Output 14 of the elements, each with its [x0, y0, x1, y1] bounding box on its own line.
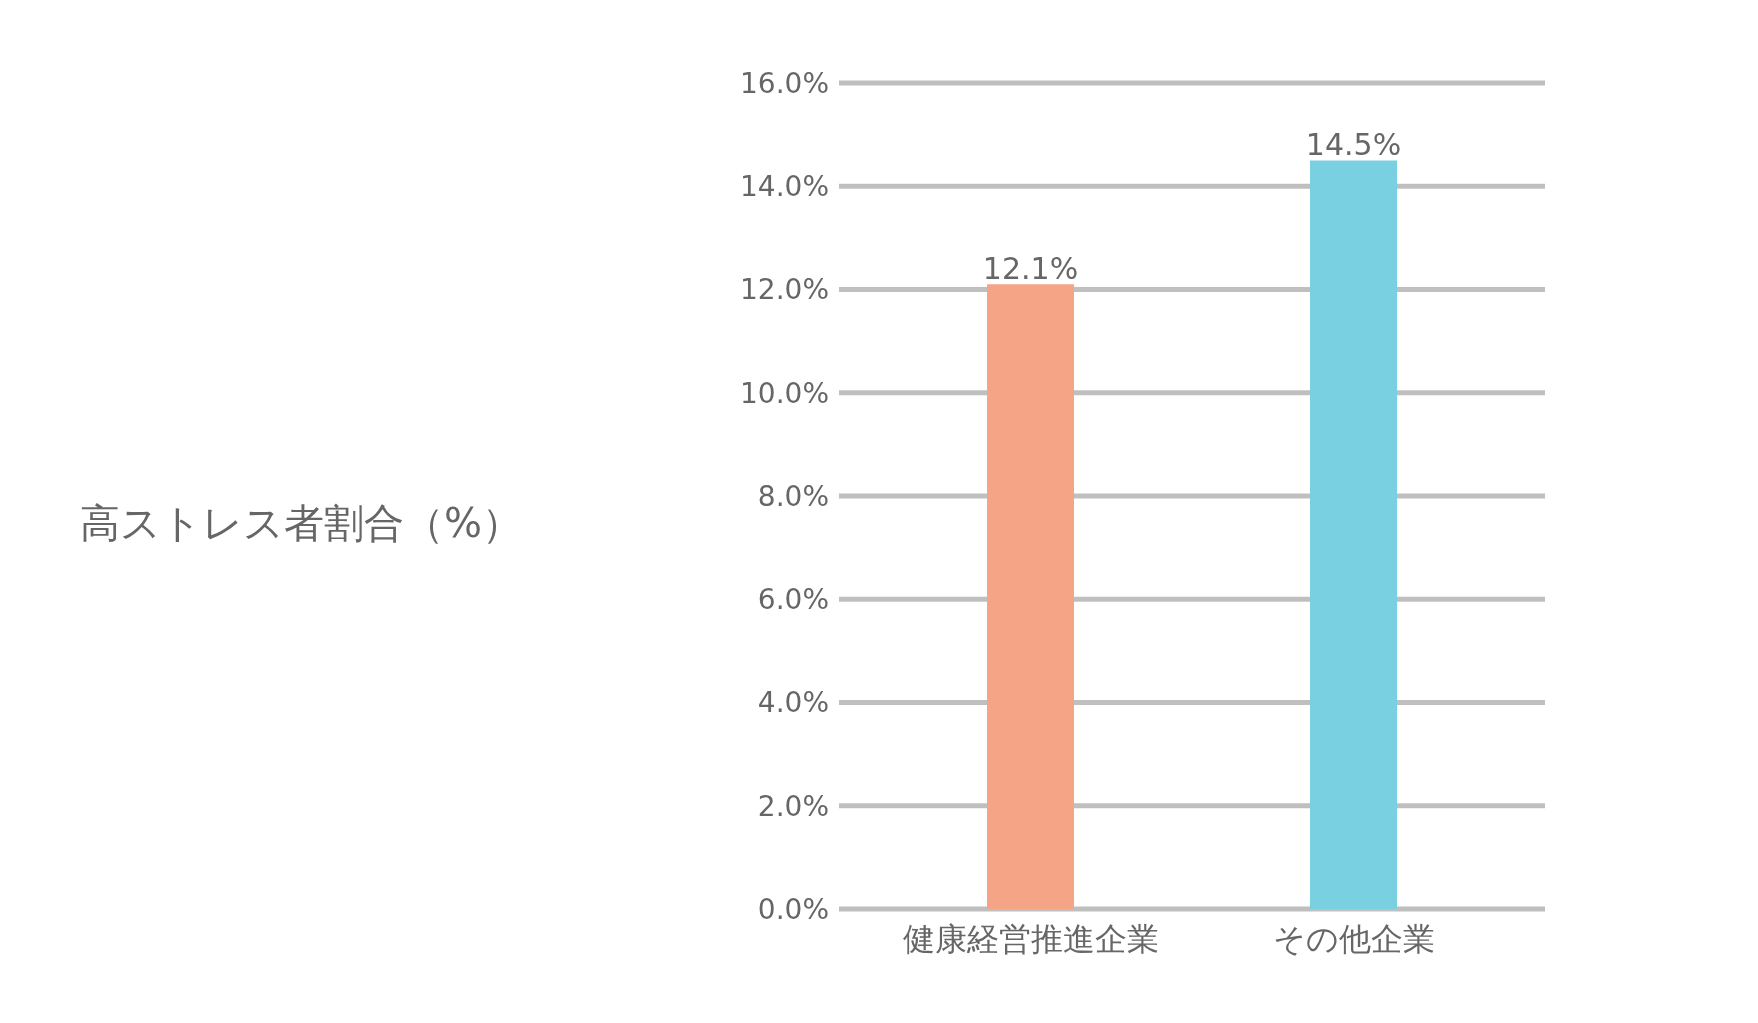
y-tick-label: 14.0% — [740, 170, 829, 204]
data-label: 14.5% — [1305, 127, 1402, 163]
y-tick-label: 0.0% — [757, 892, 829, 926]
y-tick-label: 4.0% — [757, 686, 829, 720]
data-label: 12.1% — [982, 251, 1079, 287]
y-tick-label: 6.0% — [757, 583, 829, 617]
y-tick-label: 12.0% — [740, 273, 829, 307]
x-tick-label: その他企業 — [1272, 919, 1435, 958]
y-tick-label: 8.0% — [757, 479, 829, 513]
x-tick-label: 健康経営推進企業 — [902, 919, 1159, 958]
y-tick-label: 16.0% — [740, 66, 829, 100]
text: 高ストレス者割合（%） — [80, 499, 523, 548]
y-tick-label: 2.0% — [757, 789, 829, 823]
y-tick-label: 10.0% — [740, 376, 829, 410]
